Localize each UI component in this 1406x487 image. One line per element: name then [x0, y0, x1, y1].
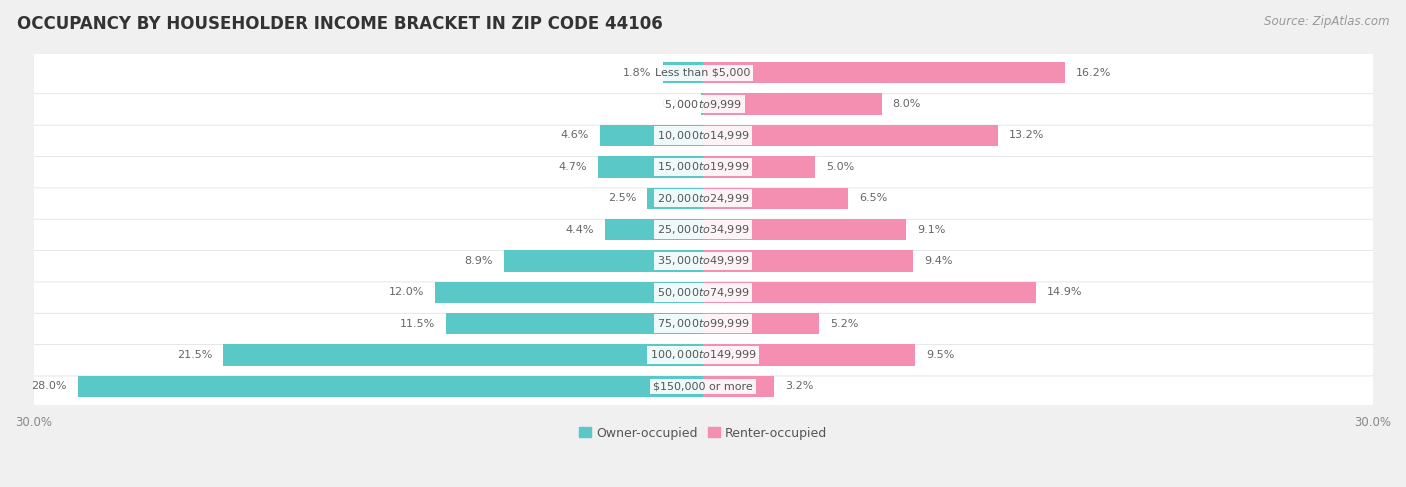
Bar [647, 187, 703, 209]
Text: $10,000 to $14,999: $10,000 to $14,999 [657, 129, 749, 142]
Text: 4.7%: 4.7% [558, 162, 586, 172]
Text: 4.4%: 4.4% [565, 225, 593, 235]
FancyBboxPatch shape [30, 208, 1376, 251]
Bar [703, 375, 775, 397]
Bar [703, 344, 915, 366]
Bar [703, 281, 1035, 303]
Text: 8.0%: 8.0% [893, 99, 921, 109]
Text: 1.8%: 1.8% [623, 68, 651, 78]
Bar [662, 62, 703, 83]
Text: 14.9%: 14.9% [1046, 287, 1083, 297]
Text: 6.5%: 6.5% [859, 193, 887, 203]
Bar [703, 187, 848, 209]
Text: $100,000 to $149,999: $100,000 to $149,999 [650, 349, 756, 361]
Text: $5,000 to $9,999: $5,000 to $9,999 [664, 97, 742, 111]
Text: 2.5%: 2.5% [607, 193, 636, 203]
Bar [598, 156, 703, 177]
FancyBboxPatch shape [30, 334, 1376, 376]
Text: 12.0%: 12.0% [388, 287, 425, 297]
Bar [605, 219, 703, 240]
Bar [600, 125, 703, 146]
Text: $35,000 to $49,999: $35,000 to $49,999 [657, 254, 749, 267]
Text: 3.2%: 3.2% [786, 381, 814, 392]
Text: 11.5%: 11.5% [399, 318, 436, 329]
Bar [703, 313, 820, 334]
FancyBboxPatch shape [30, 271, 1376, 313]
Bar [703, 156, 814, 177]
FancyBboxPatch shape [30, 365, 1376, 407]
FancyBboxPatch shape [30, 240, 1376, 282]
Bar [703, 125, 998, 146]
Bar [505, 250, 703, 272]
FancyBboxPatch shape [30, 146, 1376, 188]
Text: Source: ZipAtlas.com: Source: ZipAtlas.com [1264, 15, 1389, 28]
Text: $20,000 to $24,999: $20,000 to $24,999 [657, 192, 749, 205]
Bar [436, 281, 703, 303]
Bar [703, 94, 882, 115]
Text: $25,000 to $34,999: $25,000 to $34,999 [657, 223, 749, 236]
FancyBboxPatch shape [30, 177, 1376, 219]
Text: $150,000 or more: $150,000 or more [654, 381, 752, 392]
FancyBboxPatch shape [30, 114, 1376, 156]
Text: 13.2%: 13.2% [1008, 131, 1045, 140]
Text: OCCUPANCY BY HOUSEHOLDER INCOME BRACKET IN ZIP CODE 44106: OCCUPANCY BY HOUSEHOLDER INCOME BRACKET … [17, 15, 662, 33]
Text: 9.4%: 9.4% [924, 256, 952, 266]
Text: 9.5%: 9.5% [927, 350, 955, 360]
Bar [224, 344, 703, 366]
Text: $50,000 to $74,999: $50,000 to $74,999 [657, 286, 749, 299]
Bar [446, 313, 703, 334]
Bar [700, 94, 703, 115]
Bar [703, 219, 905, 240]
Text: 5.0%: 5.0% [825, 162, 853, 172]
Text: 9.1%: 9.1% [917, 225, 946, 235]
Text: $15,000 to $19,999: $15,000 to $19,999 [657, 160, 749, 173]
FancyBboxPatch shape [30, 52, 1376, 94]
Text: 21.5%: 21.5% [177, 350, 212, 360]
Text: 0.1%: 0.1% [661, 99, 689, 109]
Bar [703, 250, 912, 272]
Text: 16.2%: 16.2% [1076, 68, 1111, 78]
FancyBboxPatch shape [30, 83, 1376, 125]
FancyBboxPatch shape [30, 302, 1376, 345]
Legend: Owner-occupied, Renter-occupied: Owner-occupied, Renter-occupied [574, 422, 832, 445]
Text: 28.0%: 28.0% [31, 381, 67, 392]
Bar [703, 62, 1064, 83]
Bar [79, 375, 703, 397]
Text: 5.2%: 5.2% [830, 318, 859, 329]
Text: 8.9%: 8.9% [465, 256, 494, 266]
Text: $75,000 to $99,999: $75,000 to $99,999 [657, 317, 749, 330]
Text: 4.6%: 4.6% [561, 131, 589, 140]
Text: Less than $5,000: Less than $5,000 [655, 68, 751, 78]
